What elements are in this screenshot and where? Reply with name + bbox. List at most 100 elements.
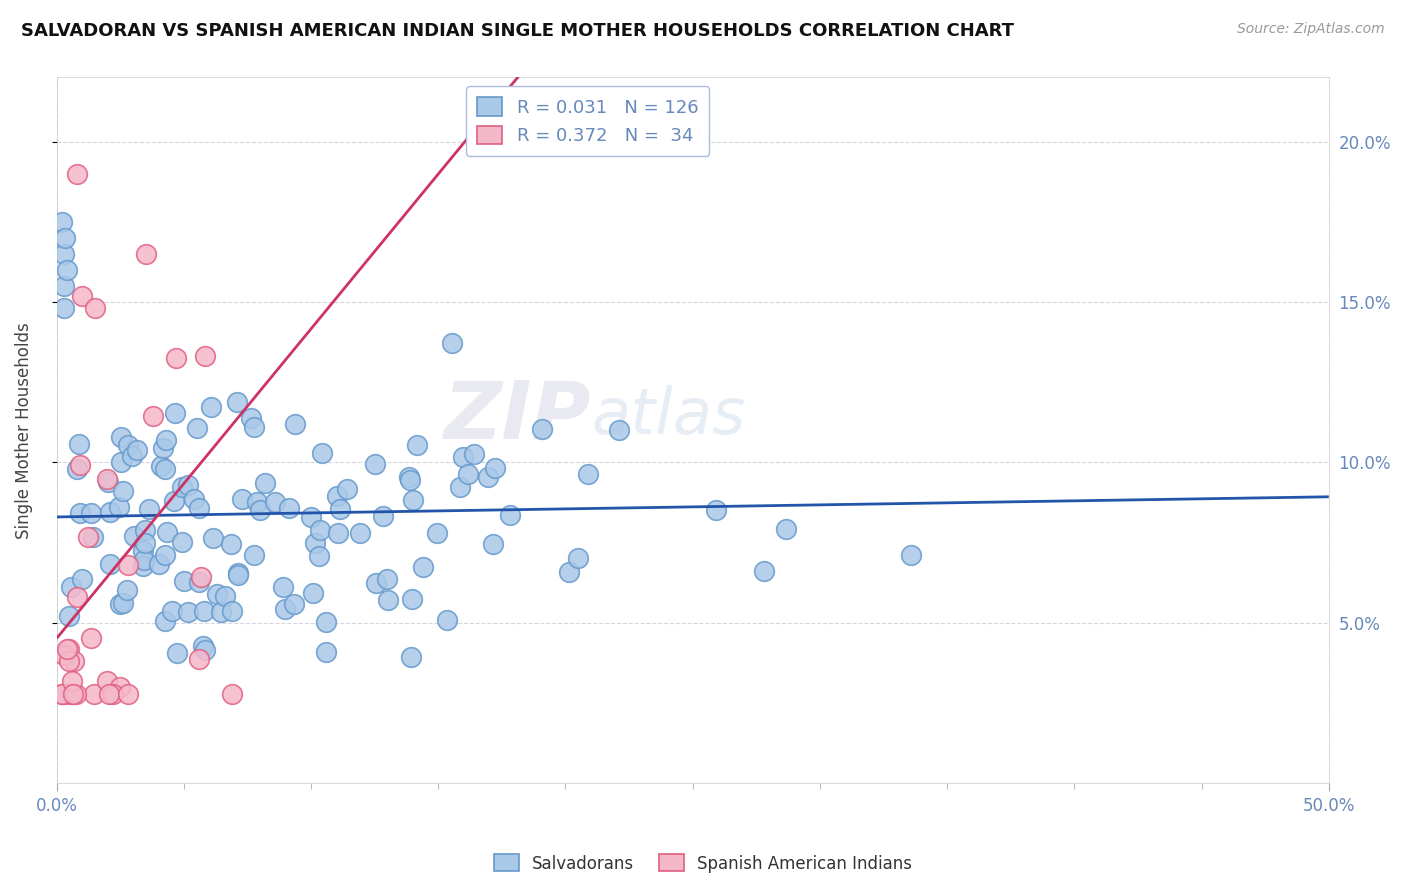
Point: [194, 349, 217, 363]
Point: [214, 589, 236, 603]
Point: [399, 473, 422, 487]
Text: Source: ZipAtlas.com: Source: ZipAtlas.com: [1237, 22, 1385, 37]
Point: [117, 686, 139, 700]
Point: [152, 441, 174, 455]
Point: [142, 409, 165, 423]
Point: [96, 472, 118, 486]
Point: [273, 580, 295, 594]
Point: [449, 480, 471, 494]
Point: [242, 419, 264, 434]
Point: [200, 401, 222, 415]
Point: [531, 422, 554, 436]
Point: [155, 462, 177, 476]
Point: [124, 529, 146, 543]
Point: [775, 522, 797, 536]
Point: [66, 462, 89, 476]
Point: [253, 475, 276, 490]
Point: [70, 288, 93, 302]
Point: [166, 646, 188, 660]
Point: [111, 597, 134, 611]
Point: [401, 592, 423, 607]
Point: [160, 604, 183, 618]
Point: [172, 479, 194, 493]
Point: [56, 263, 79, 277]
Point: [484, 460, 506, 475]
Point: [364, 457, 387, 471]
Point: [412, 560, 434, 574]
Legend: R = 0.031   N = 126, R = 0.372   N =  34: R = 0.031 N = 126, R = 0.372 N = 34: [467, 87, 710, 156]
Point: [301, 585, 323, 599]
Point: [364, 576, 387, 591]
Point: [121, 450, 143, 464]
Point: [153, 548, 176, 562]
Point: [299, 510, 322, 524]
Point: [108, 597, 131, 611]
Point: [315, 645, 337, 659]
Text: SALVADORAN VS SPANISH AMERICAN INDIAN SINGLE MOTHER HOUSEHOLDS CORRELATION CHART: SALVADORAN VS SPANISH AMERICAN INDIAN SI…: [21, 22, 1014, 40]
Point: [249, 502, 271, 516]
Point: [186, 420, 208, 434]
Point: [325, 489, 347, 503]
Point: [134, 523, 156, 537]
Point: [60, 673, 83, 688]
Point: [436, 613, 458, 627]
Text: atlas: atlas: [591, 385, 745, 447]
Point: [481, 537, 503, 551]
Point: [190, 569, 212, 583]
Point: [457, 467, 479, 481]
Point: [398, 470, 420, 484]
Point: [165, 351, 187, 366]
Point: [221, 686, 243, 700]
Point: [110, 455, 132, 469]
Y-axis label: Single Mother Households: Single Mother Households: [15, 322, 32, 539]
Point: [193, 639, 215, 653]
Point: [97, 686, 120, 700]
Text: ZIP: ZIP: [443, 377, 591, 455]
Point: [463, 447, 485, 461]
Point: [209, 605, 232, 619]
Point: [219, 537, 242, 551]
Point: [70, 572, 93, 586]
Point: [607, 423, 630, 437]
Point: [53, 301, 76, 316]
Point: [173, 574, 195, 588]
Point: [246, 495, 269, 509]
Point: [187, 500, 209, 515]
Point: [56, 641, 79, 656]
Point: [155, 433, 177, 447]
Point: [193, 604, 215, 618]
Point: [131, 543, 153, 558]
Point: [371, 508, 394, 523]
Point: [284, 417, 307, 431]
Point: [80, 631, 103, 645]
Point: [329, 501, 352, 516]
Point: [309, 523, 332, 537]
Point: [53, 279, 76, 293]
Point: [202, 531, 225, 545]
Point: [704, 503, 727, 517]
Point: [401, 650, 423, 665]
Point: [336, 482, 359, 496]
Point: [98, 505, 121, 519]
Point: [375, 572, 398, 586]
Point: [205, 587, 228, 601]
Point: [377, 593, 399, 607]
Point: [135, 247, 157, 261]
Point: [110, 430, 132, 444]
Point: [51, 686, 73, 700]
Point: [115, 583, 138, 598]
Point: [132, 558, 155, 573]
Point: [66, 167, 89, 181]
Point: [451, 450, 474, 464]
Point: [60, 686, 83, 700]
Point: [98, 557, 121, 571]
Point: [83, 686, 105, 700]
Point: [125, 442, 148, 457]
Point: [177, 605, 200, 619]
Point: [177, 478, 200, 492]
Point: [117, 437, 139, 451]
Point: [221, 604, 243, 618]
Point: [80, 507, 103, 521]
Point: [328, 525, 350, 540]
Point: [132, 553, 155, 567]
